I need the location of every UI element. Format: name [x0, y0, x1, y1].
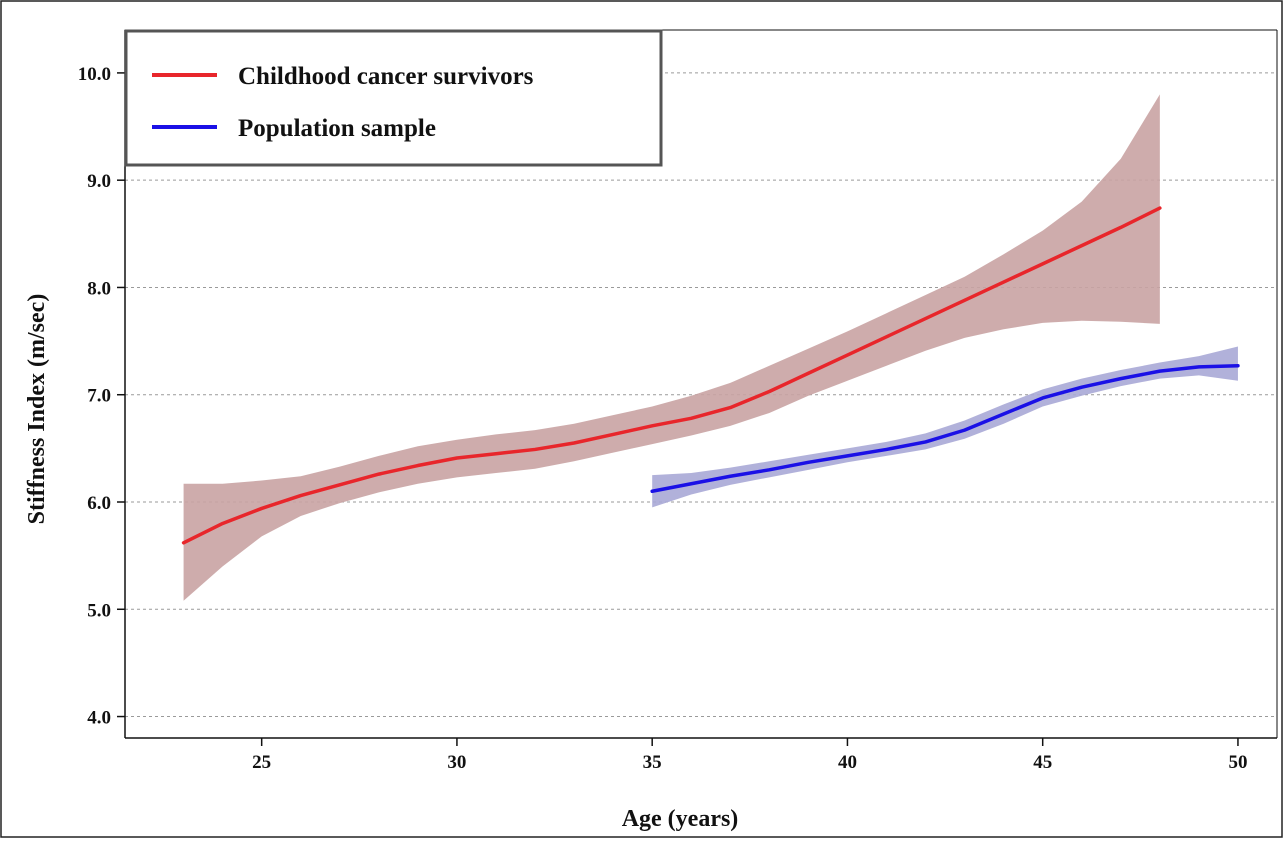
y-tick-label: 8.0 [87, 278, 111, 299]
x-tick-label: 35 [643, 752, 662, 773]
legend: Childhood cancer survivors Population sa… [124, 29, 663, 167]
y-axis-title: Stiffness Index (m/sec) [24, 294, 50, 525]
axis-ticks: 4.0 5.0 6.0 7.0 8.0 9.0 10.0 25 30 35 40 45 50 [78, 64, 1248, 773]
series-line-0 [181, 206, 1162, 545]
series-line-1 [650, 364, 1240, 494]
x-tick-label: 50 [1228, 752, 1247, 773]
y-tick-label: 10.0 [78, 64, 111, 85]
x-axis-title: Age (years) [622, 806, 739, 832]
x-tick-label: 30 [447, 752, 466, 773]
y-tick-label: 5.0 [87, 600, 111, 621]
y-tick-label: 4.0 [87, 708, 111, 729]
legend-frame [124, 29, 663, 167]
y-tick-label: 6.0 [87, 493, 111, 514]
confidence-band-0 [183, 94, 1160, 601]
series-lines [181, 206, 1240, 545]
legend-label-survivors: Childhood cancer survivors [238, 63, 534, 90]
legend-label-population: Population sample [238, 115, 436, 142]
gridlines [125, 72, 1277, 718]
y-tick-label: 7.0 [87, 386, 111, 407]
y-tick-label: 9.0 [87, 171, 111, 192]
x-tick-label: 45 [1033, 752, 1052, 773]
x-tick-label: 40 [838, 752, 857, 773]
x-tick-label: 25 [252, 752, 271, 773]
